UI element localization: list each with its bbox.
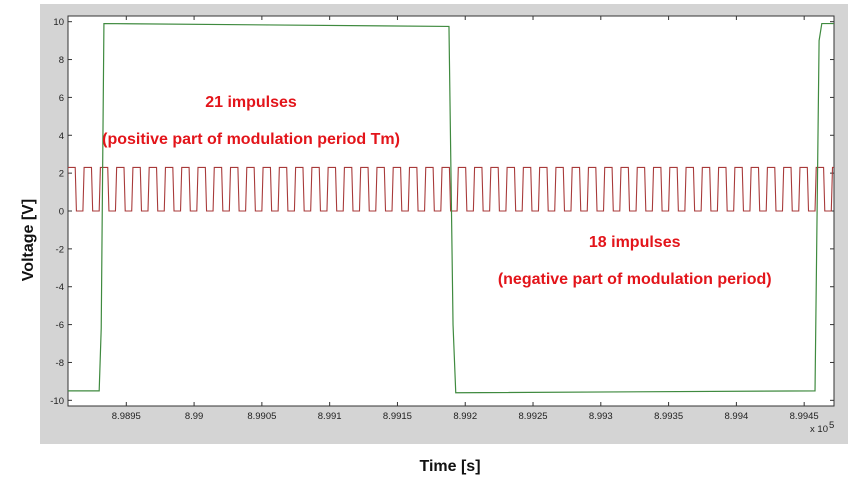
x-tick-label: 8.9905 — [247, 411, 276, 422]
y-tick-label: 2 — [59, 169, 64, 180]
x-axis-label: Time [s] — [419, 458, 481, 475]
annotation-text: 18 impulses — [589, 234, 681, 251]
x-tick-label: 8.9895 — [112, 411, 141, 422]
y-tick-label: -6 — [56, 320, 64, 331]
x-tick-label: 8.99 — [185, 411, 204, 422]
y-tick-label: -8 — [56, 358, 64, 369]
x-tick-label: 8.994 — [724, 411, 748, 422]
y-axis-label: Voltage [V] — [20, 198, 37, 282]
y-tick-label: 4 — [59, 131, 64, 142]
x-tick-label: 8.9935 — [654, 411, 683, 422]
x-axis-exponent: 5 — [829, 420, 834, 431]
x-tick-label: 8.992 — [453, 411, 477, 422]
x-axis-multiplier: x 10 — [810, 424, 828, 435]
line-chart: 10 8 6 4 2 0 -2 -4 -6 -8 -10 8.9895 8.99 8.9905 8.991 8… — [50, 15, 835, 435]
modulation-series-line — [68, 22, 834, 394]
x-tick-label: 8.991 — [318, 411, 342, 422]
annotation-text: 21 impulses — [205, 94, 297, 111]
annotation-text: (negative part of modulation period) — [498, 271, 772, 288]
x-tick-label: 8.9945 — [790, 411, 819, 422]
impulse-series-line — [68, 166, 834, 212]
y-tick-label: 0 — [59, 207, 64, 218]
y-tick-label: 6 — [59, 93, 64, 104]
annotation-text: (positive part of modulation period Tm) — [102, 131, 400, 148]
y-tick-label: -4 — [56, 282, 64, 293]
x-tick-label: 8.9915 — [383, 411, 412, 422]
x-tick-label: 8.9925 — [518, 411, 547, 422]
y-tick-label: -10 — [50, 396, 64, 407]
y-tick-label: 10 — [53, 17, 64, 28]
y-tick-label: 8 — [59, 55, 64, 66]
y-tick-label: -2 — [56, 244, 64, 255]
x-tick-label: 8.993 — [589, 411, 613, 422]
figure-frame: 10 8 6 4 2 0 -2 -4 -6 -8 -10 8.9895 8.99 8.9905 8.991 8… — [40, 4, 848, 444]
